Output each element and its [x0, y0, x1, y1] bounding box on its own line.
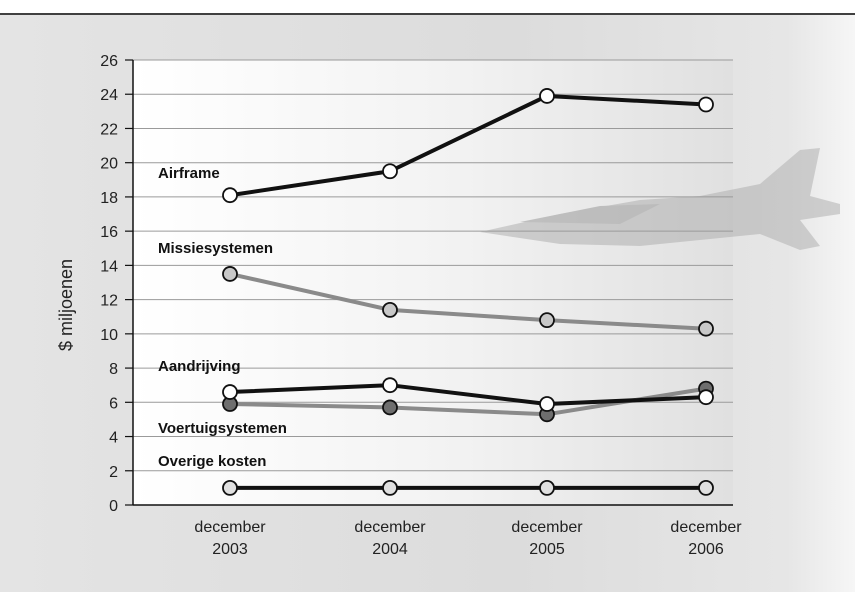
series-point-4	[698, 479, 714, 496]
y-tick-label: 10	[100, 327, 118, 344]
series-point-0	[382, 163, 398, 180]
y-tick-label: 0	[109, 498, 118, 515]
series-label: Voertuigsystemen	[158, 420, 287, 437]
axes	[125, 59, 733, 506]
series-point-2	[539, 396, 555, 412]
jet-silhouette	[480, 148, 840, 250]
series-point-1	[539, 312, 555, 329]
y-tick-label: 22	[100, 121, 118, 138]
series-point-4	[222, 479, 238, 496]
series-point-2	[382, 377, 398, 394]
x-tick-labels: december 2003 december 2004 december 2005 dece…	[194, 519, 742, 558]
series-label: Aandrijving	[158, 358, 241, 375]
y-tick-label: 20	[100, 156, 118, 173]
y-tick-label: 26	[100, 53, 118, 70]
series-label: Missiesystemen	[158, 240, 273, 257]
series-point-4	[539, 479, 555, 496]
series-point-2	[222, 384, 238, 400]
series-point-0	[698, 96, 714, 113]
y-axis-label: $ miljoenen	[56, 259, 76, 351]
x-tick-label: december	[354, 519, 426, 536]
series-point-4	[382, 479, 398, 496]
series-point-1	[698, 320, 714, 337]
series-point-0	[539, 88, 555, 104]
y-tick-label: 18	[100, 190, 118, 207]
x-tick-label: 2004	[372, 541, 408, 558]
x-tick-label: 2006	[688, 541, 724, 558]
y-tick-label: 2	[109, 464, 118, 481]
y-tick-label: 12	[100, 293, 118, 310]
series-line-0	[229, 93, 707, 198]
series-label: Airframe	[158, 165, 220, 182]
series-label: Overige kosten	[158, 453, 266, 470]
y-tick-label: 6	[109, 395, 118, 412]
plot-area	[133, 60, 733, 505]
series-point-3	[382, 399, 398, 416]
x-tick-label: december	[511, 519, 583, 536]
y-tick-label: 24	[100, 87, 118, 104]
y-tick-label: 14	[100, 258, 118, 275]
y-tick-label: 16	[100, 224, 118, 241]
series-point-1	[222, 266, 238, 282]
y-tick-label: 4	[109, 430, 118, 447]
series-point-2	[698, 389, 714, 406]
series-lines	[222, 88, 714, 496]
series-point-0	[222, 187, 238, 204]
series-line-1	[229, 271, 707, 331]
y-tick-label: 8	[109, 361, 118, 378]
x-tick-label: 2005	[529, 541, 565, 558]
x-tick-label: december	[670, 519, 742, 536]
x-tick-label: 2003	[212, 541, 248, 558]
y-gridlines	[133, 59, 733, 472]
series-point-1	[382, 301, 398, 318]
series-labels: Airframe Missiesystemen Aandrijving Voertui…	[158, 165, 287, 470]
series-line-2	[229, 383, 707, 407]
x-tick-label: december	[194, 519, 266, 536]
